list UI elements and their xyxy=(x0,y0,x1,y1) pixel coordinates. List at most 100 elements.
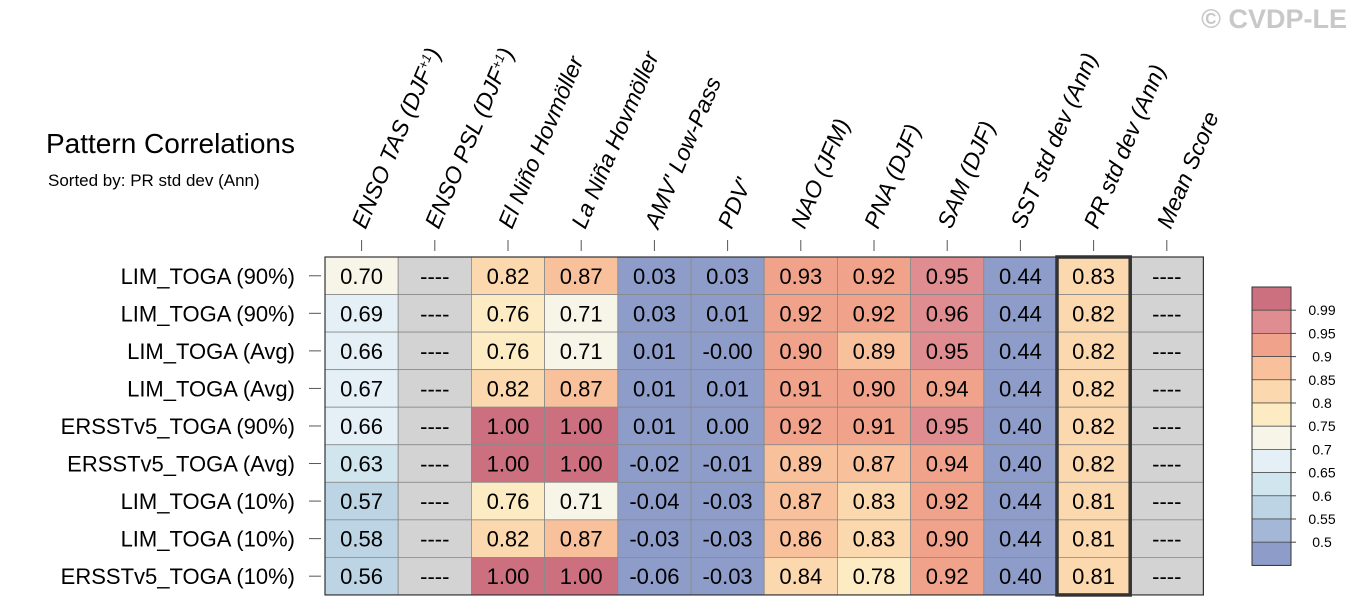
cell-value: 0.82 xyxy=(1072,414,1115,439)
cell-value: 1.00 xyxy=(487,414,530,439)
heatmap-cell xyxy=(544,557,619,596)
heatmap-cell xyxy=(617,519,692,558)
heatmap-cell xyxy=(837,331,912,371)
heatmap-cell xyxy=(837,444,912,483)
colorbar-swatch xyxy=(1251,379,1292,404)
heatmap-cell xyxy=(1056,256,1131,295)
cell-value: -0.03 xyxy=(703,489,753,514)
heatmap-cell xyxy=(544,406,619,446)
cell-value: 0.44 xyxy=(999,301,1042,326)
heatmap-cell xyxy=(1129,519,1204,558)
cell-value: 1.00 xyxy=(560,564,603,589)
cell-value: -0.06 xyxy=(629,564,679,589)
cell-value: ---- xyxy=(420,339,449,364)
column-label: PR std dev (Ann) xyxy=(1078,61,1170,232)
heatmap-cell xyxy=(1129,406,1204,446)
colorbar: 0.99 0.95 0.9 0.85 0.8 0.75 0.7 0.65 0.6 0.55 0.5 xyxy=(1251,286,1336,566)
heatmap-cell xyxy=(1056,481,1131,521)
heatmap-cell xyxy=(690,557,765,596)
colorbar-label: 0.75 xyxy=(1308,418,1335,434)
highlighted-column-box xyxy=(1055,255,1132,597)
row-label: LIM_TOGA (10%) xyxy=(121,489,295,514)
colorbar-swatch xyxy=(1251,286,1292,311)
colorbar-swatch xyxy=(1251,518,1292,543)
cell-value: 0.94 xyxy=(926,376,969,401)
cell-value: 0.63 xyxy=(340,452,383,477)
cell-value: 0.70 xyxy=(340,264,383,289)
heatmap-cell xyxy=(1129,256,1204,295)
heatmap-cell xyxy=(397,256,472,295)
heatmap-cell xyxy=(470,331,545,371)
cell-value: 0.40 xyxy=(999,414,1042,439)
cell-value: 0.87 xyxy=(779,489,822,514)
cell-value: 0.82 xyxy=(487,376,530,401)
cell-value: ---- xyxy=(420,264,449,289)
cell-value: ---- xyxy=(420,527,449,552)
grid-border xyxy=(324,256,1205,596)
heatmap-cell xyxy=(690,481,765,521)
heatmap-cell xyxy=(397,444,472,483)
colorbar-label: 0.85 xyxy=(1308,372,1335,388)
cell-value: ---- xyxy=(1152,564,1181,589)
cell-value: 0.95 xyxy=(926,339,969,364)
heatmap-cell xyxy=(1129,369,1204,408)
column-label: AMV' Low-Pass xyxy=(638,73,726,234)
row-label: ERSSTv5_TOGA (90%) xyxy=(61,414,295,439)
cell-value: -0.04 xyxy=(629,489,679,514)
cell-value: 0.89 xyxy=(779,452,822,477)
cell-value: 0.01 xyxy=(633,339,676,364)
cell-value: -0.02 xyxy=(629,452,679,477)
cell-value: ---- xyxy=(420,414,449,439)
heatmap-cell xyxy=(324,444,399,483)
colorbar-label: 0.99 xyxy=(1308,302,1335,318)
column-label: SAM (DJF) xyxy=(932,117,1000,232)
cell-value: 0.87 xyxy=(853,452,896,477)
heatmap-cell xyxy=(617,294,692,333)
cell-value: 0.03 xyxy=(706,264,749,289)
cell-value: 0.40 xyxy=(999,452,1042,477)
heatmap-cell xyxy=(1056,444,1131,483)
heatmap-cell xyxy=(1129,294,1204,333)
cell-value: 0.82 xyxy=(1072,339,1115,364)
heatmap-cell xyxy=(1056,557,1131,596)
cell-value: 0.56 xyxy=(340,564,383,589)
colorbar-swatch xyxy=(1251,309,1292,334)
cell-value: 0.92 xyxy=(853,301,896,326)
heatmap-cell xyxy=(617,444,692,483)
cell-value: 0.82 xyxy=(1072,376,1115,401)
cell-value: 0.93 xyxy=(779,264,822,289)
heatmap-cell xyxy=(690,331,765,371)
cell-value: 0.82 xyxy=(1072,452,1115,477)
heatmap-cell xyxy=(617,557,692,596)
column-label: PDV' xyxy=(712,173,757,232)
cell-value: 0.84 xyxy=(779,564,822,589)
colorbar-swatch xyxy=(1251,333,1292,357)
cell-value: 0.71 xyxy=(560,301,603,326)
cell-value: ---- xyxy=(420,564,449,589)
heatmap-cell xyxy=(1056,406,1131,446)
heatmap-cell xyxy=(910,294,985,333)
cell-value: 0.00 xyxy=(706,414,749,439)
row-labels: LIM_TOGA (90%) LIM_TOGA (90%) LIM_TOGA (Av… xyxy=(61,264,321,589)
chart-title: Pattern Correlations xyxy=(46,128,295,159)
cell-value: 0.01 xyxy=(633,376,676,401)
heatmap-cell xyxy=(544,331,619,371)
cell-value: ---- xyxy=(420,489,449,514)
row-label: LIM_TOGA (90%) xyxy=(121,301,295,326)
cell-value: ---- xyxy=(1152,339,1181,364)
colorbar-swatch xyxy=(1251,356,1292,381)
cell-value: 0.92 xyxy=(779,414,822,439)
heatmap-cell xyxy=(910,331,985,371)
cell-value: -0.01 xyxy=(703,452,753,477)
heatmap-cell xyxy=(1129,444,1204,483)
heatmap-cell xyxy=(983,369,1058,408)
row-label: LIM_TOGA (10%) xyxy=(121,527,295,552)
cell-value: 0.66 xyxy=(340,414,383,439)
heatmap-cell xyxy=(470,519,545,558)
cell-value: ---- xyxy=(1152,264,1181,289)
cell-value: 0.69 xyxy=(340,301,383,326)
heatmap-cell xyxy=(470,294,545,333)
cell-value: ---- xyxy=(1152,301,1181,326)
cell-value: 1.00 xyxy=(560,452,603,477)
cell-value: -0.00 xyxy=(703,339,753,364)
